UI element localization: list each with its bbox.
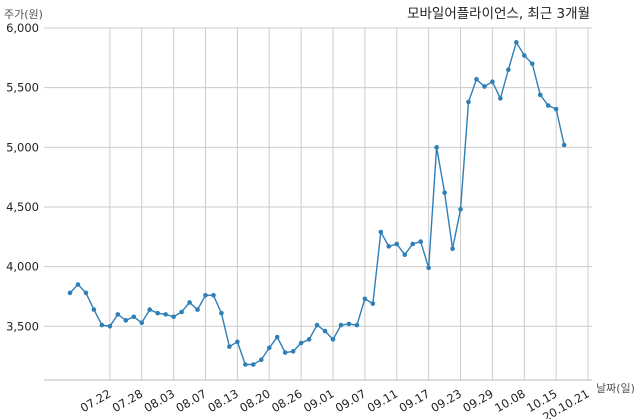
data-point [211, 292, 216, 298]
data-point [434, 145, 439, 150]
x-tick-label: 09.01 [301, 386, 337, 415]
data-point [219, 310, 224, 316]
data-point [474, 77, 479, 82]
x-tick-label: 07.22 [78, 386, 114, 415]
data-point [147, 307, 152, 312]
data-point [195, 307, 200, 312]
data-point [306, 337, 312, 342]
data-point [514, 40, 519, 45]
data-point [322, 328, 328, 334]
data-point [378, 229, 384, 235]
y-tick-label: 5,500 [6, 81, 39, 95]
data-point [99, 322, 105, 328]
y-tick-label: 5,000 [6, 140, 39, 154]
y-tick-labels: 3,500 4,000 4,500 5,000 5,500 6,000 [6, 21, 39, 333]
data-point [274, 334, 280, 340]
chart-title: 모바일어플라이언스, 최근 3개월 [407, 6, 590, 22]
data-point [179, 309, 184, 315]
data-point [506, 67, 511, 73]
data-point [561, 142, 567, 148]
data-point [171, 314, 176, 320]
data-point [529, 61, 535, 67]
price-series-line [69, 40, 565, 366]
x-tick-label: 09.17 [397, 386, 433, 415]
data-point [330, 337, 336, 342]
data-point [251, 362, 256, 367]
data-point [402, 252, 408, 258]
x-tick-label: 08.07 [173, 386, 209, 415]
x-tick-label: 07.28 [110, 386, 146, 415]
data-point [115, 312, 121, 317]
data-point [450, 246, 455, 252]
data-point [91, 307, 97, 312]
data-point [123, 318, 129, 323]
data-point [394, 241, 400, 247]
data-point [498, 96, 503, 101]
data-point [203, 292, 208, 298]
data-point [553, 106, 559, 112]
data-point [131, 314, 137, 320]
data-point [227, 344, 232, 349]
x-tick-label: 09.11 [365, 386, 401, 415]
data-point [155, 310, 160, 316]
y-tick-label: 6,000 [6, 21, 39, 35]
y-tick-label: 3,500 [6, 319, 39, 333]
data-point [482, 84, 487, 89]
data-point [282, 350, 288, 355]
x-tick-label: 10.08 [492, 386, 528, 415]
data-point [458, 207, 463, 212]
data-point [386, 244, 392, 249]
data-point [410, 241, 416, 247]
data-point [354, 322, 360, 328]
x-tick-label: 08.26 [269, 386, 305, 415]
data-point [426, 265, 431, 271]
x-axis-label: 날짜(일) [596, 381, 635, 395]
data-point [187, 300, 192, 305]
data-point [235, 339, 240, 345]
x-tick-label: 09.23 [429, 386, 465, 415]
y-axis-label: 주가(원) [4, 8, 43, 21]
data-point [442, 190, 447, 195]
x-tick-label: 09.07 [333, 386, 369, 415]
data-point [83, 290, 89, 296]
data-point [314, 322, 320, 328]
data-point [418, 239, 423, 244]
data-point [346, 321, 352, 327]
data-point [338, 322, 344, 328]
data-point [290, 349, 296, 354]
data-point [139, 320, 145, 326]
data-point [362, 296, 368, 302]
x-tick-label: 08.13 [205, 386, 241, 415]
x-tick-label: 08.20 [237, 386, 273, 415]
data-point [490, 79, 495, 84]
x-tick-label: 09.29 [460, 386, 496, 415]
data-point [75, 282, 81, 287]
data-point [537, 92, 543, 98]
data-point [466, 99, 471, 105]
y-tick-label: 4,000 [6, 260, 39, 274]
data-point [67, 290, 73, 296]
data-point [545, 103, 551, 108]
x-tick-labels: 07.2207.2808.0308.0708.1308.2008.2609.01… [78, 386, 592, 419]
data-point [298, 340, 304, 346]
data-point [266, 345, 272, 351]
data-point [521, 53, 527, 58]
data-point [107, 324, 113, 329]
data-point [258, 357, 264, 363]
y-tick-label: 4,500 [6, 200, 39, 214]
x-tick-label: 08.03 [142, 386, 178, 415]
data-point [243, 362, 248, 367]
data-point [370, 301, 376, 306]
data-point [163, 312, 168, 317]
price-data-points [67, 40, 567, 367]
